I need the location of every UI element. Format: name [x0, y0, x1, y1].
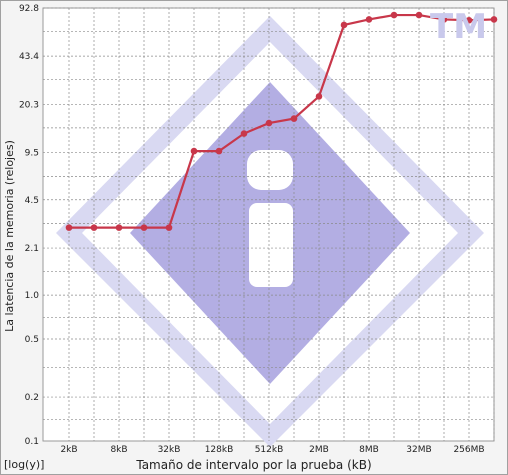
x-tick-label: 32kB: [158, 445, 181, 455]
series-line: [69, 13, 495, 229]
x-tick-label: 32MB: [406, 445, 431, 455]
data-point: [290, 115, 298, 122]
data-point: [65, 224, 73, 231]
data-point: [165, 224, 173, 231]
data-point: [390, 11, 398, 19]
x-tick-label: 2kB: [60, 445, 77, 455]
x-tick-label: 8kB: [110, 445, 127, 455]
x-tick-label: 256MB: [453, 445, 484, 455]
x-tick-label: 8MB: [359, 445, 379, 455]
y-tick-label: 0.5: [25, 335, 39, 345]
y-tick-label: 4.5: [25, 196, 39, 206]
log-scale-note: [log(y)]: [4, 458, 45, 471]
y-tick-label: 20.3: [19, 100, 39, 110]
y-tick-label: 2.1: [25, 244, 39, 254]
y-tick-label: 9.5: [25, 148, 39, 158]
y-tick-label: 0.1: [25, 437, 39, 447]
data-point: [240, 130, 248, 137]
y-tick-label: 43.4: [19, 52, 39, 62]
x-tick-label: 128kB: [205, 445, 234, 455]
x-tick-label: 512kB: [255, 445, 284, 455]
watermark-i-stem: [249, 203, 293, 287]
y-tick-label: 0.2: [25, 393, 39, 403]
data-point: [265, 119, 273, 127]
data-point: [490, 16, 498, 23]
data-point: [365, 16, 373, 23]
data-point: [90, 224, 98, 231]
y-axis-label: La latencia de la memoria (relojes): [3, 140, 16, 332]
x-tick-label: 2MB: [309, 445, 329, 455]
data-point: [340, 21, 348, 29]
y-tick-label: 1.0: [25, 291, 40, 301]
data-point: [415, 11, 423, 19]
data-point: [465, 16, 473, 24]
y-tick-label: 92.8: [19, 4, 39, 14]
data-point: [215, 147, 223, 155]
watermark-tm: TM: [430, 7, 487, 47]
data-point: [115, 224, 123, 231]
data-point: [190, 147, 198, 155]
watermark-i-dot: [247, 150, 293, 190]
data-point: [440, 16, 448, 23]
x-axis-label: Tamaño de intervalo por la prueba (kB): [136, 458, 372, 472]
data-point: [315, 93, 323, 100]
data-point: [140, 224, 148, 231]
